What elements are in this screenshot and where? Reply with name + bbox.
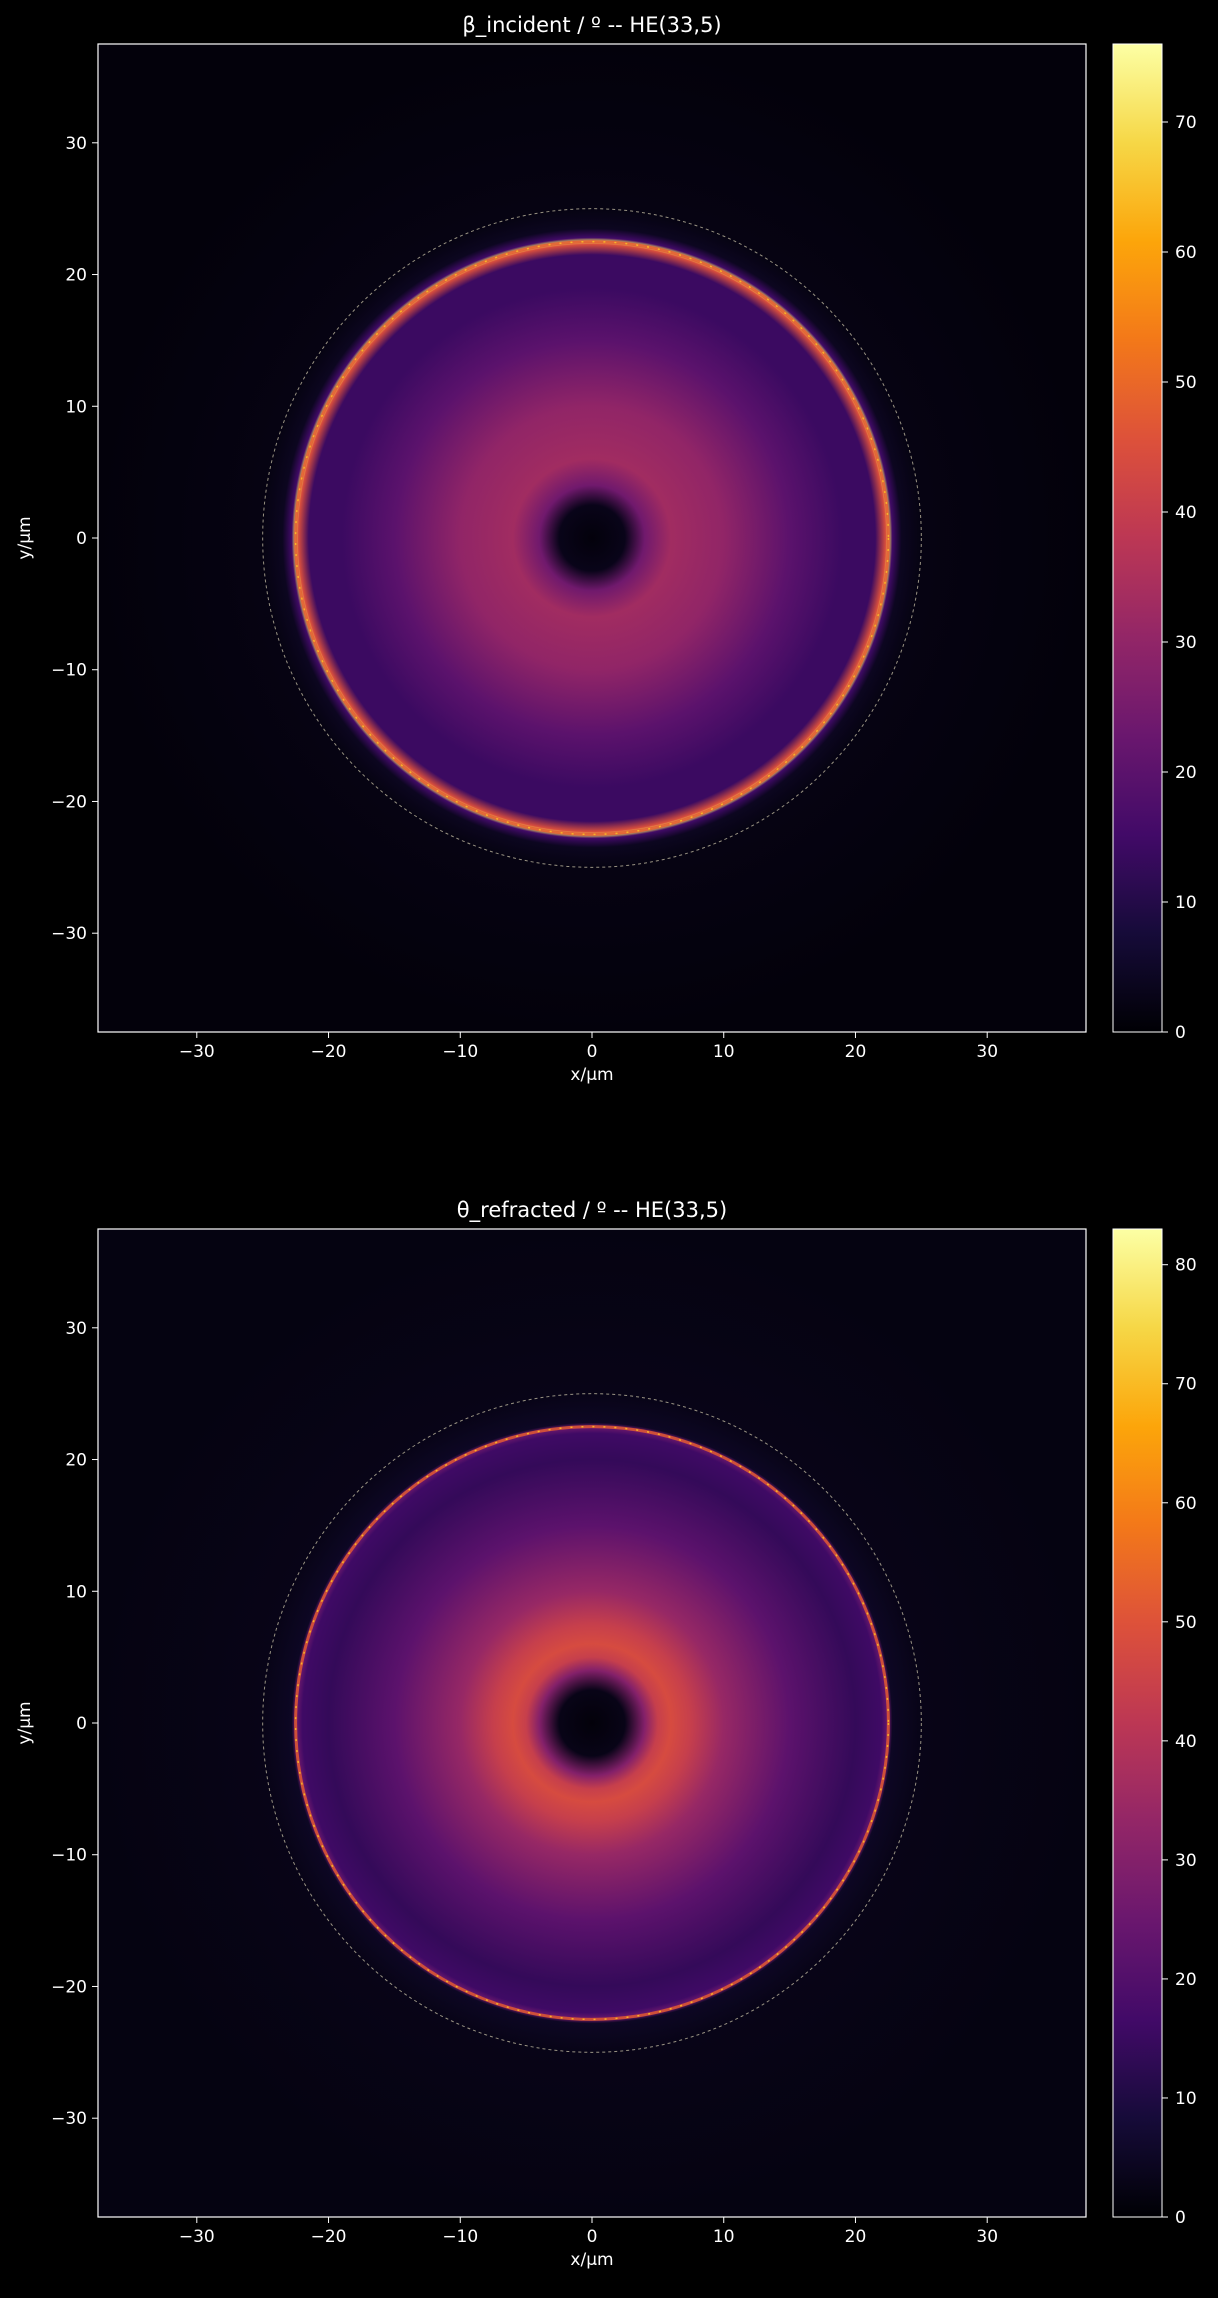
colorbar-tick-label: 20 — [1175, 763, 1197, 783]
x-tick-label: −20 — [311, 2227, 347, 2247]
x-tick-label: 10 — [713, 2227, 735, 2247]
core-boundary-speckle — [294, 1425, 890, 2021]
x-tick-label: −30 — [179, 1042, 215, 1062]
x-axis-label: x/µm — [570, 2250, 613, 2270]
x-tick-label: 20 — [845, 2227, 867, 2247]
colorbar — [1112, 43, 1163, 1033]
colorbar — [1112, 1228, 1163, 2218]
y-axis-label: y/µm — [15, 516, 35, 559]
chart-title: θ_refracted / º -- HE(33,5) — [457, 1198, 727, 1223]
y-axis-label: y/µm — [15, 1701, 35, 1744]
colorbar-tick-label: 10 — [1175, 893, 1197, 913]
y-tick-label: 10 — [65, 1582, 87, 1602]
x-tick-label: 10 — [713, 1042, 735, 1062]
x-tick-label: −10 — [442, 2227, 478, 2247]
heatmap — [98, 44, 1086, 1032]
y-tick-label: 10 — [65, 397, 87, 417]
colorbar-tick-label: 10 — [1175, 2089, 1197, 2109]
colorbar-tick-label: 30 — [1175, 1851, 1197, 1871]
colorbar-tick-label: 60 — [1175, 1494, 1197, 1514]
x-tick-label: −20 — [311, 1042, 347, 1062]
x-tick-label: −10 — [442, 1042, 478, 1062]
chart-panel-2: −30 −20 −10 0 10 20 30 −30 −20 −10 0 10 20 30 θ_refrac… — [15, 1198, 1197, 2270]
y-tick-label: −20 — [51, 792, 87, 812]
colorbar-tick-label: 70 — [1175, 1375, 1197, 1395]
x-axis-label: x/µm — [570, 1065, 613, 1085]
y-tick-label: 20 — [65, 1451, 87, 1471]
x-tick-label: 20 — [845, 1042, 867, 1062]
x-tick-label: 30 — [976, 1042, 998, 1062]
colorbar-tick-label: 50 — [1175, 1613, 1197, 1633]
y-tick-label: −10 — [51, 1846, 87, 1866]
y-tick-label: −30 — [51, 924, 87, 944]
colorbar-tick-label: 0 — [1175, 1023, 1186, 1043]
colorbar-tick-label: 80 — [1175, 1256, 1197, 1276]
dashed-circle — [262, 1393, 922, 2053]
y-tick-label: 30 — [65, 134, 87, 154]
colorbar-tick-label: 50 — [1175, 373, 1197, 393]
colorbar-tick-label: 60 — [1175, 243, 1197, 263]
colorbar-tick-label: 70 — [1175, 113, 1197, 133]
chart-title: β_incident / º -- HE(33,5) — [462, 13, 721, 38]
y-tick-label: 0 — [76, 1714, 87, 1734]
x-tick-label: 30 — [976, 2227, 998, 2247]
y-tick-label: 20 — [65, 266, 87, 286]
y-tick-label: 0 — [76, 529, 87, 549]
y-tick-label: 30 — [65, 1319, 87, 1339]
chart-panel-1: −30 −20 −10 0 10 20 30 −30 −20 −10 0 10 20 30 β_incide… — [15, 13, 1197, 1085]
y-tick-label: −20 — [51, 1977, 87, 1997]
x-tick-label: 0 — [587, 1042, 598, 1062]
y-tick-label: −30 — [51, 2109, 87, 2129]
colorbar-tick-label: 30 — [1175, 633, 1197, 653]
heatmap — [98, 1229, 1086, 2217]
core-boundary-speckle — [294, 240, 890, 836]
colorbar-tick-label: 0 — [1175, 2208, 1186, 2228]
y-tick-label: −10 — [51, 661, 87, 681]
dashed-circle — [262, 208, 922, 868]
colorbar-tick-label: 40 — [1175, 503, 1197, 523]
x-tick-label: −30 — [179, 2227, 215, 2247]
x-tick-label: 0 — [587, 2227, 598, 2247]
colorbar-tick-label: 20 — [1175, 1970, 1197, 1990]
colorbar-tick-label: 40 — [1175, 1732, 1197, 1752]
